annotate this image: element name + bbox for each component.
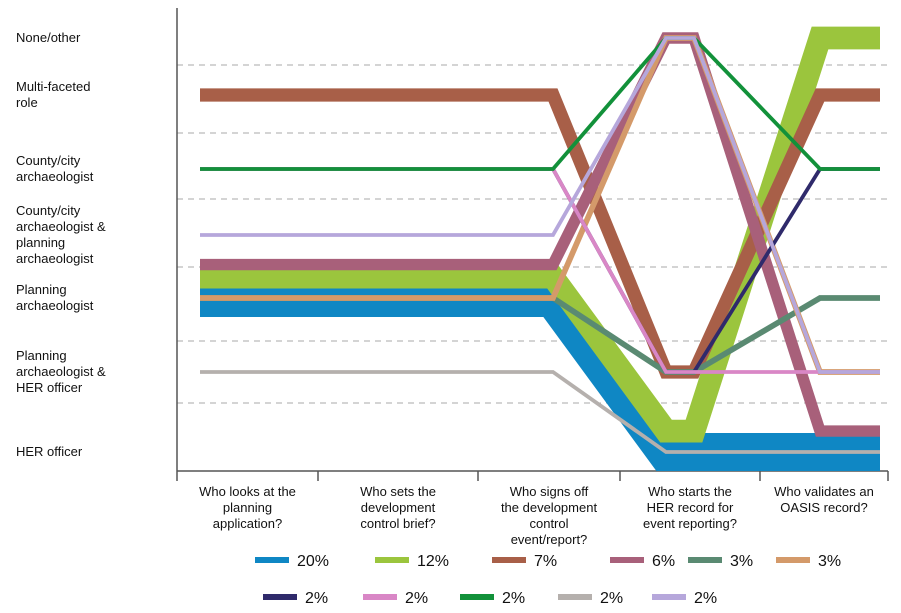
x-category-label: Who starts the HER record for event report…	[643, 484, 737, 531]
legend-label: 3%	[730, 553, 753, 570]
x-category-label: Who signs off the development control event…	[501, 484, 598, 547]
series-line-11	[200, 36, 880, 374]
legend-label: 2%	[600, 590, 623, 607]
y-category-label: HER officer	[16, 444, 83, 459]
y-category-label: Planning archaeologist & HER officer	[16, 348, 106, 395]
x-category-label: Who validates an OASIS record?	[774, 484, 874, 515]
y-category-label: Planning archaeologist	[16, 282, 94, 313]
legend: 20% 12% 7% 6% 3% 3% 2% 2% 2% 2% 2%	[255, 553, 841, 607]
legend-label: 2%	[502, 590, 525, 607]
x-category-label: Who looks at the planning application?	[199, 484, 296, 531]
axes	[176, 8, 889, 481]
legend-label: 2%	[305, 590, 328, 607]
legend-label: 2%	[405, 590, 428, 607]
series-lines	[200, 26, 880, 471]
legend-label: 12%	[417, 553, 449, 570]
y-category-label: Multi-faceted role	[16, 79, 90, 110]
legend-label: 20%	[297, 553, 329, 570]
legend-label: 6%	[652, 553, 675, 570]
x-category-label: Who sets the development control brief?	[360, 484, 436, 531]
legend-label: 2%	[694, 590, 717, 607]
legend-label: 3%	[818, 553, 841, 570]
y-axis-labels: HER officer Planning archaeologist & HER of…	[16, 30, 106, 459]
series-line-10	[200, 370, 880, 454]
x-axis-labels: Who looks at the planning application? Who …	[199, 484, 874, 547]
series-line-2	[200, 26, 880, 443]
legend-label: 7%	[534, 553, 557, 570]
y-category-label: County/city archaeologist & planning archae…	[16, 203, 106, 266]
y-category-label: County/city archaeologist	[16, 153, 94, 184]
y-category-label: None/other	[16, 30, 81, 45]
